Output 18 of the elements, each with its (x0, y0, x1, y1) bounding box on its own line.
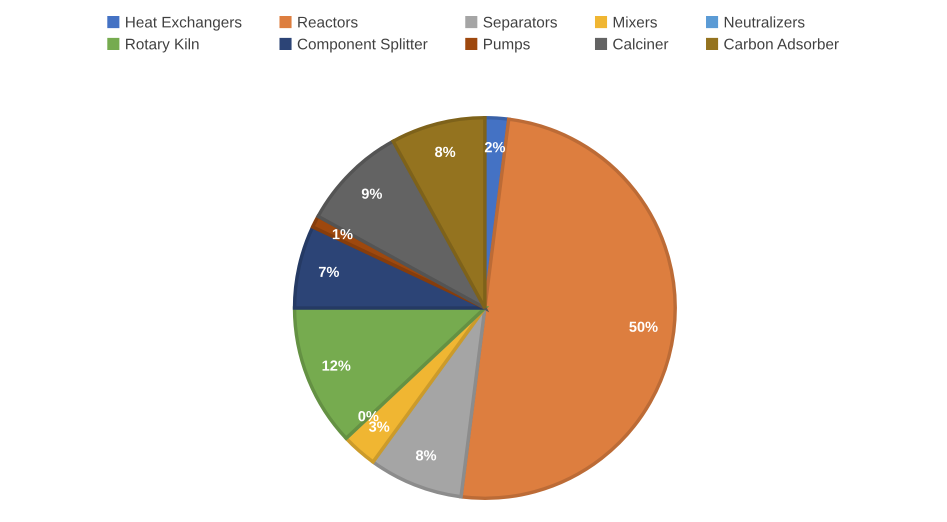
data-label: 3% (368, 421, 390, 432)
data-label: 8% (416, 450, 436, 461)
data-label: 50% (629, 322, 658, 332)
legend-label: Rotary Kiln (126, 38, 199, 52)
legend-label: Separators (483, 16, 557, 31)
legend-label: Pumps (484, 38, 530, 52)
legend-label: Reactors (298, 16, 358, 28)
legend-label: Calciner (613, 38, 668, 50)
legend-label: Mixers (614, 16, 657, 28)
legend-label: Carbon Adsorber (724, 38, 839, 50)
data-label: 7% (318, 266, 340, 277)
legend-label: Heat Exchangers (126, 16, 242, 31)
legend-label: Neutralizers (724, 16, 804, 28)
data-label: 8% (435, 146, 456, 158)
data-label: 12% (322, 360, 350, 371)
legend-label: Component Splitter (298, 38, 428, 52)
data-label: 1% (332, 229, 353, 240)
data-label: 9% (362, 188, 382, 199)
